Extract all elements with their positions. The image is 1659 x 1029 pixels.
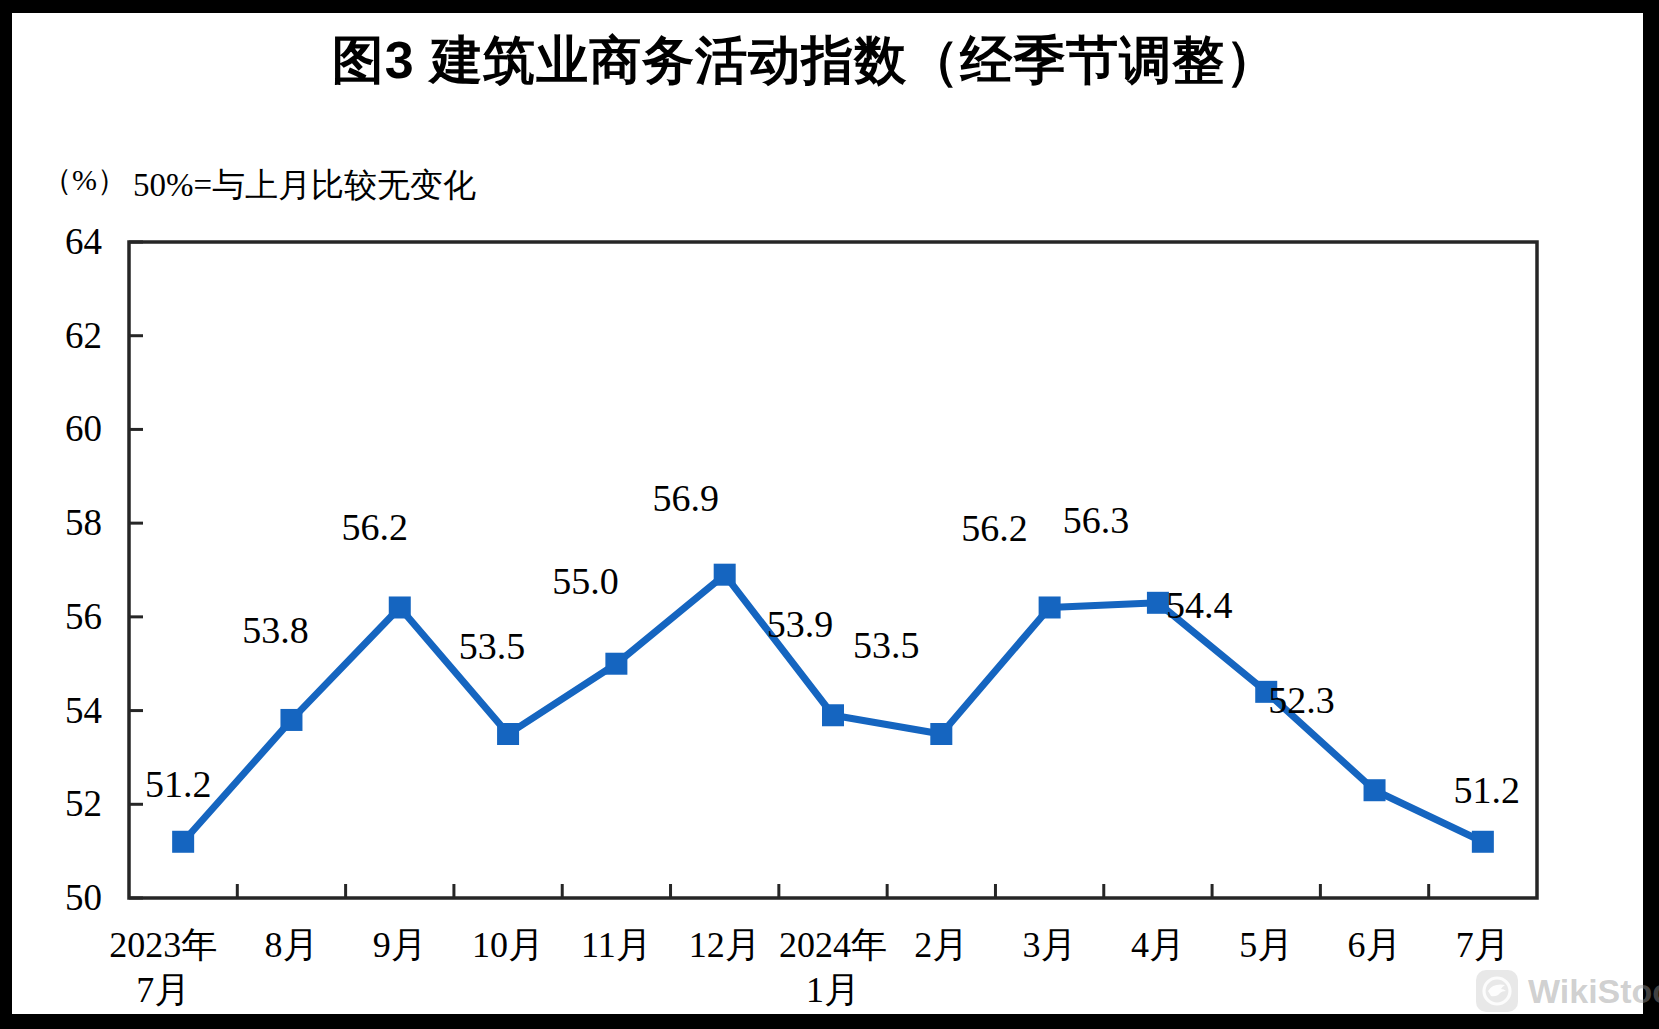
line-chart: 50 52 54 56 58 60 62 64 2023年 7月 8月 9月 10月 11月 12月 2024… — [0, 0, 1659, 1029]
data-point-marker — [172, 831, 194, 853]
data-label: 53.8 — [242, 609, 309, 651]
x-axis-label: 3月 — [1023, 925, 1077, 965]
x-axis-label: 10月 — [472, 925, 544, 965]
data-point-marker — [822, 704, 844, 726]
data-label: 55.0 — [552, 560, 619, 602]
y-axis-label: 58 — [65, 502, 102, 543]
x-axis-label-line2: 1月 — [806, 970, 860, 1010]
data-label: 53.5 — [459, 625, 526, 667]
data-point-marker — [497, 723, 519, 745]
y-axis-label: 54 — [65, 690, 102, 731]
x-axis-label: 2月 — [914, 925, 968, 965]
x-axis-label: 4月 — [1131, 925, 1185, 965]
data-label: 54.4 — [1166, 584, 1233, 626]
data-label: 56.2 — [961, 507, 1028, 549]
y-axis-label: 64 — [65, 221, 102, 262]
x-axis-label: 12月 — [689, 925, 761, 965]
x-axis-label: 5月 — [1239, 925, 1293, 965]
data-label: 56.3 — [1063, 499, 1130, 541]
data-point-marker — [605, 653, 627, 675]
data-point-marker — [389, 596, 411, 618]
y-axis-label: 60 — [65, 408, 102, 449]
data-label: 51.2 — [145, 763, 212, 805]
x-axis-label: 9月 — [373, 925, 427, 965]
y-axis-label: 52 — [65, 783, 102, 824]
x-axis-label: 2024年 — [779, 925, 887, 965]
x-axis-label: 7月 — [1456, 925, 1510, 965]
y-axis-label: 56 — [65, 596, 102, 637]
data-point-marker — [930, 723, 952, 745]
data-point-marker — [714, 564, 736, 586]
data-point-marker — [1364, 779, 1386, 801]
x-axis-label: 6月 — [1348, 925, 1402, 965]
x-axis-label: 2023年 — [109, 925, 217, 965]
data-point-marker — [280, 709, 302, 731]
y-axis-label: 62 — [65, 315, 102, 356]
data-label: 53.9 — [767, 603, 834, 645]
x-axis-label: 11月 — [581, 925, 652, 965]
data-label: 51.2 — [1454, 769, 1521, 811]
x-axis-label-line2: 7月 — [136, 970, 190, 1010]
x-axis-label: 8月 — [264, 925, 318, 965]
data-label: 53.5 — [853, 624, 920, 666]
data-label: 56.9 — [652, 477, 719, 519]
data-point-marker — [1472, 831, 1494, 853]
data-label: 56.2 — [342, 506, 409, 548]
y-axis-label: 50 — [65, 877, 102, 918]
chart-frame — [129, 242, 1537, 898]
data-label: 52.3 — [1268, 679, 1335, 721]
data-point-marker — [1039, 596, 1061, 618]
